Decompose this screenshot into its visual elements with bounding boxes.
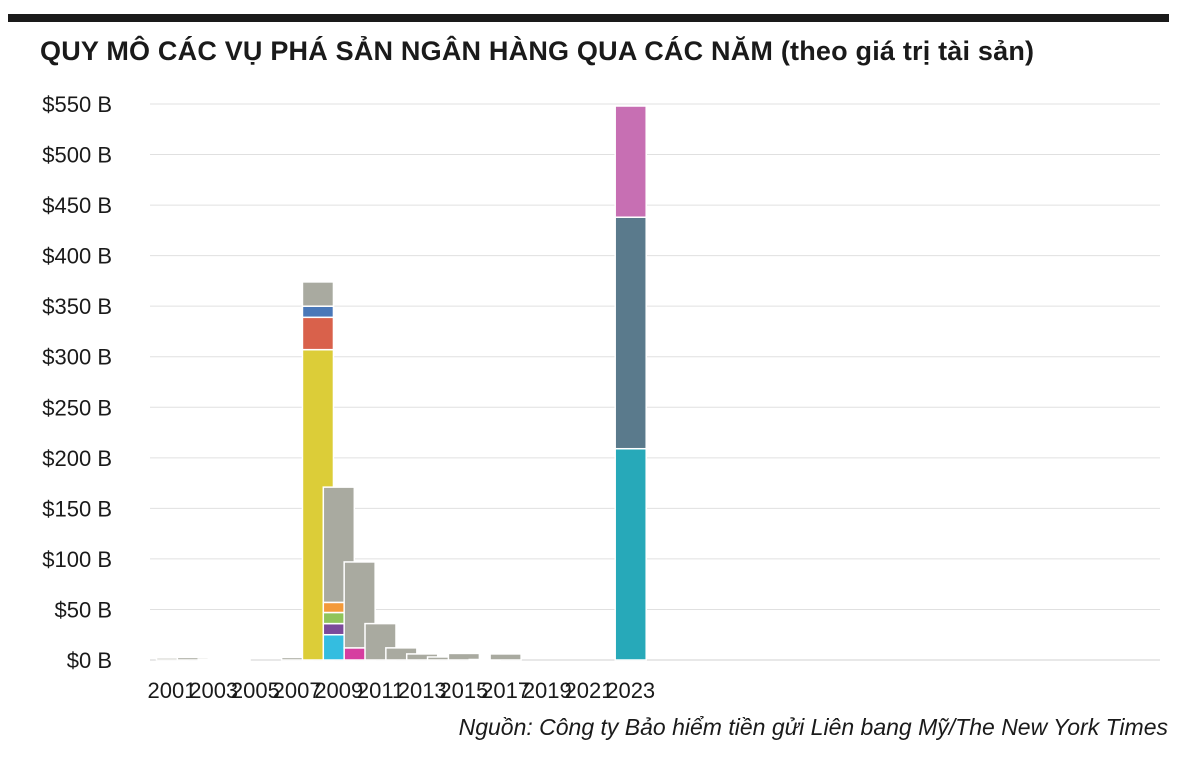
grid-lines: [150, 103, 1160, 661]
y-tick-label: $50 B: [55, 597, 113, 622]
x-tick-label: 2021: [565, 678, 614, 703]
x-tick-label: 2017: [481, 678, 530, 703]
x-tick-label: 2011: [357, 678, 404, 703]
source-note: Nguồn: Công ty Bảo hiểm tiền gửi Liên ba…: [458, 714, 1168, 740]
bar-segment-2023: [614, 105, 647, 218]
x-axis-tick-labels: 2001200320052007200920112013201520172019…: [148, 678, 656, 703]
y-tick-label: $400 B: [42, 244, 112, 269]
bar-segment-2008: [301, 305, 335, 319]
y-tick-label: $350 B: [42, 294, 112, 319]
y-tick-label: $300 B: [42, 345, 112, 370]
x-tick-label: 2001: [148, 678, 197, 703]
x-tick-label: 2009: [314, 678, 363, 703]
bar-segment-2023: [614, 216, 647, 450]
bar-segment-2023: [614, 447, 647, 661]
y-tick-label: $250 B: [42, 395, 112, 420]
bar-segment-2017: [489, 653, 522, 661]
y-tick-label: $100 B: [42, 547, 112, 572]
y-tick-label: $500 B: [42, 143, 112, 168]
x-tick-label: 2005: [231, 678, 280, 703]
x-tick-label: 2019: [523, 678, 572, 703]
y-tick-label: $550 B: [42, 92, 112, 117]
top-rule: [8, 14, 1169, 22]
bar-segment-2015: [447, 652, 481, 661]
chart-title: QUY MÔ CÁC VỤ PHÁ SẢN NGÂN HÀNG QUA CÁC …: [40, 36, 1035, 66]
y-tick-label: $450 B: [42, 193, 112, 218]
y-tick-label: $150 B: [42, 496, 112, 521]
x-tick-label: 2023: [606, 678, 655, 703]
y-tick-label: $200 B: [42, 446, 112, 471]
x-tick-label: 2003: [189, 678, 238, 703]
x-tick-label: 2015: [439, 678, 488, 703]
bank-failure-bar-chart: $0 B $50 B $100 B $150 B $200 B $250 B $300 B $…: [42, 92, 1160, 703]
y-axis-tick-labels: $0 B $50 B $100 B $150 B $200 B $250 B $300 B $…: [42, 92, 112, 673]
bar-segment-2008: [301, 316, 335, 351]
y-tick-label: $0 B: [67, 648, 112, 673]
bars: [155, 105, 647, 662]
x-tick-label: 2007: [273, 678, 322, 703]
bar-segment-2004: [218, 658, 251, 662]
x-tick-label: 2013: [398, 678, 447, 703]
bar-segment-2008: [301, 281, 335, 307]
